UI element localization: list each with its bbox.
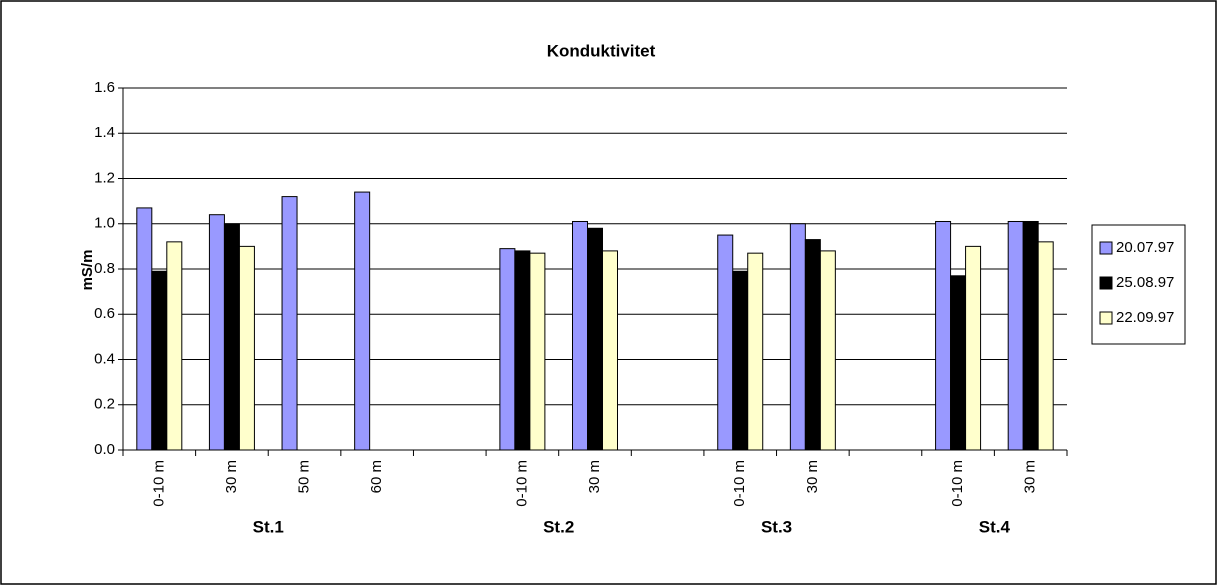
bar [965, 245, 982, 451]
bar [602, 250, 618, 451]
group-label: St.1 [253, 517, 284, 536]
bar [1037, 241, 1054, 451]
x-tick-label: 30 m [586, 460, 603, 493]
y-tick-label: 1.2 [94, 169, 115, 186]
bar [789, 223, 806, 451]
x-tick-label: 30 m [804, 460, 821, 493]
bar [166, 241, 183, 451]
bar [238, 245, 255, 451]
legend-swatch [1099, 241, 1113, 255]
bar [281, 196, 298, 451]
bar [136, 207, 153, 451]
legend-label: 22.09.97 [1116, 309, 1174, 326]
y-tick-label: 0.6 [94, 305, 115, 322]
y-tick-label: 0.8 [94, 260, 115, 277]
bar [950, 275, 967, 451]
bar [572, 220, 588, 451]
legend-label: 25.08.97 [1116, 274, 1174, 291]
bar [747, 252, 764, 451]
chart-title: Konduktivitet [547, 41, 656, 60]
y-tick-label: 1.4 [94, 124, 115, 141]
bar [529, 252, 546, 451]
x-tick-label: 0-10 m [949, 460, 966, 507]
bar [717, 234, 734, 451]
group-label: St.2 [543, 517, 574, 536]
bar [223, 223, 240, 451]
x-tick-label: 30 m [223, 460, 240, 493]
x-tick-label: 0-10 m [513, 460, 530, 507]
y-axis-label: mS/m [79, 250, 96, 291]
bar [1007, 220, 1024, 451]
y-tick-label: 1.6 [94, 79, 115, 96]
bar [499, 248, 516, 451]
bar [804, 239, 821, 451]
bar [587, 227, 603, 451]
bar [1022, 220, 1039, 451]
x-tick-label: 0-10 m [731, 460, 748, 507]
bar [514, 250, 531, 451]
legend-swatch [1099, 311, 1113, 325]
bar [732, 270, 749, 451]
x-tick-label: 60 m [368, 460, 385, 493]
y-tick-label: 0.0 [94, 441, 115, 458]
group-label: St.4 [979, 517, 1011, 536]
bar [208, 214, 225, 451]
y-tick-label: 1.0 [94, 215, 115, 232]
bar [354, 191, 371, 451]
x-tick-label: 0-10 m [150, 460, 167, 507]
y-tick-label: 0.4 [94, 350, 115, 367]
bar [935, 220, 952, 451]
legend-swatch [1099, 276, 1113, 290]
x-tick-label: 50 m [296, 460, 313, 493]
group-label: St.3 [761, 517, 792, 536]
x-tick-label: 30 m [1022, 460, 1039, 493]
legend-label: 20.07.97 [1116, 239, 1174, 256]
bar [819, 250, 836, 451]
y-tick-label: 0.2 [94, 396, 115, 413]
bar [151, 270, 168, 451]
